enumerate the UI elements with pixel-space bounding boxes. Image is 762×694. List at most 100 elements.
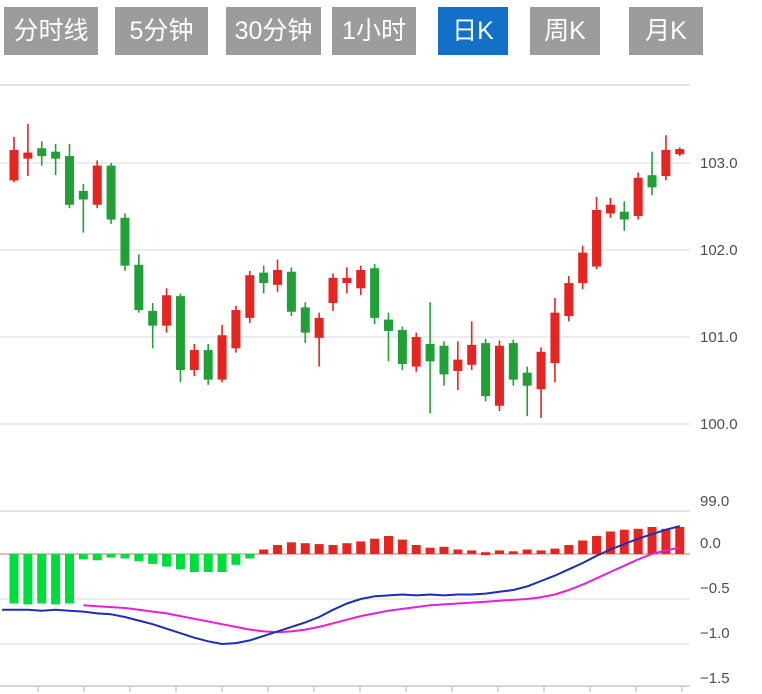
macd-histogram-bar xyxy=(300,543,310,554)
candle-body xyxy=(37,148,47,157)
macd-histogram-bar xyxy=(425,547,435,554)
price-axis-label: 99.0 xyxy=(700,493,729,510)
tab-30min[interactable]: 30分钟 xyxy=(226,7,321,55)
candle-body xyxy=(522,372,532,386)
candle-body xyxy=(106,165,116,220)
candle-body xyxy=(453,359,463,371)
candle-body xyxy=(342,277,352,284)
candle-body xyxy=(23,152,33,159)
candle-body xyxy=(245,275,255,318)
candle-body xyxy=(564,283,574,317)
price-axis-label: 100.0 xyxy=(700,416,738,433)
macd-histogram-bar xyxy=(314,544,324,554)
candle-body xyxy=(120,217,130,266)
macd-histogram-bar xyxy=(148,554,158,564)
macd-histogram-bar xyxy=(217,554,227,572)
macd-histogram-bar xyxy=(619,529,629,554)
candle-body xyxy=(397,330,407,364)
macd-histogram-bar xyxy=(481,552,491,556)
candle-body xyxy=(286,271,296,312)
timeframe-tabbar: 分时线 5分钟 30分钟 1小时 日K 周K 月K xyxy=(0,7,703,55)
macd-histogram-bar xyxy=(23,554,33,605)
candle-body xyxy=(536,351,546,390)
macd-histogram-bar xyxy=(605,531,615,554)
candle-body xyxy=(162,295,172,326)
candle-body xyxy=(425,343,435,362)
macd-histogram-bar xyxy=(508,551,518,555)
macd-axis-label: 0.0 xyxy=(700,535,721,552)
candle-body xyxy=(273,270,283,285)
macd-axis-label: −1.0 xyxy=(700,625,730,642)
macd-histogram-bar xyxy=(383,536,393,554)
candle-body xyxy=(605,204,615,214)
candle-body xyxy=(203,350,213,380)
macd-histogram-bar xyxy=(78,554,88,560)
price-axis-label: 101.0 xyxy=(700,329,738,346)
tab-monthly-k[interactable]: 月K xyxy=(629,7,703,55)
candle-body xyxy=(411,337,421,367)
macd-histogram-bar xyxy=(467,550,477,554)
candle-body xyxy=(647,175,657,188)
macd-histogram-bar xyxy=(342,543,352,554)
candle-body xyxy=(481,343,491,397)
macd-histogram-bar xyxy=(439,546,449,554)
macd-histogram-bar xyxy=(564,545,574,554)
candle-body xyxy=(619,211,629,220)
macd-histogram-bar xyxy=(162,554,172,567)
macd-histogram-bar xyxy=(397,539,407,554)
macd-histogram-bar xyxy=(259,549,269,554)
macd-histogram-bar xyxy=(522,549,532,554)
price-axis-label: 103.0 xyxy=(700,155,738,172)
macd-histogram-bar xyxy=(245,554,255,559)
macd-histogram-bar xyxy=(633,528,643,554)
candle-body xyxy=(9,149,19,181)
macd-histogram-bar xyxy=(51,554,61,605)
candle-body xyxy=(508,343,518,380)
candle-body xyxy=(300,307,310,333)
macd-histogram-bar xyxy=(134,554,144,562)
macd-histogram-bar xyxy=(592,536,602,554)
macd-histogram-bar xyxy=(356,541,366,554)
candle-body xyxy=(189,350,199,371)
candle-body xyxy=(92,165,102,205)
candle-body xyxy=(467,344,477,365)
macd-histogram-bar xyxy=(106,554,116,558)
macd-histogram-bar xyxy=(453,549,463,554)
candle-body xyxy=(592,209,602,267)
tab-weekly-k[interactable]: 周K xyxy=(530,7,600,55)
macd-histogram-bar xyxy=(675,527,685,554)
tab-5min[interactable]: 5分钟 xyxy=(115,7,208,55)
candle-body xyxy=(314,317,324,338)
candle-body xyxy=(231,310,241,349)
candle-body xyxy=(633,177,643,217)
macd-histogram-bar xyxy=(494,550,504,554)
macd-histogram-bar xyxy=(189,554,199,572)
candle-body xyxy=(550,312,560,364)
macd-histogram-bar xyxy=(9,554,19,604)
price-axis-label: 102.0 xyxy=(700,242,738,259)
tab-timeline[interactable]: 分时线 xyxy=(4,7,98,55)
dea-line xyxy=(83,546,680,634)
candle-body xyxy=(78,190,88,200)
macd-histogram-bar xyxy=(661,528,671,554)
candle-body xyxy=(661,149,671,177)
candle-body xyxy=(356,270,366,289)
candle-body xyxy=(494,345,504,406)
macd-histogram-bar xyxy=(231,554,241,565)
macd-histogram-bar xyxy=(64,554,74,604)
candle-body xyxy=(148,310,158,326)
macd-axis-label: −1.5 xyxy=(700,670,730,687)
candle-body xyxy=(51,151,61,159)
candle-body xyxy=(217,335,227,380)
candle-body xyxy=(578,252,588,284)
tab-1hour[interactable]: 1小时 xyxy=(332,7,416,55)
macd-histogram-bar xyxy=(203,554,213,572)
macd-axis-label: −0.5 xyxy=(700,580,730,597)
tab-daily-k[interactable]: 日K xyxy=(438,7,508,55)
macd-histogram-bar xyxy=(286,542,296,554)
candle-body xyxy=(175,296,185,371)
macd-histogram-bar xyxy=(536,550,546,554)
macd-histogram-bar xyxy=(92,554,102,561)
candle-body xyxy=(675,149,685,155)
